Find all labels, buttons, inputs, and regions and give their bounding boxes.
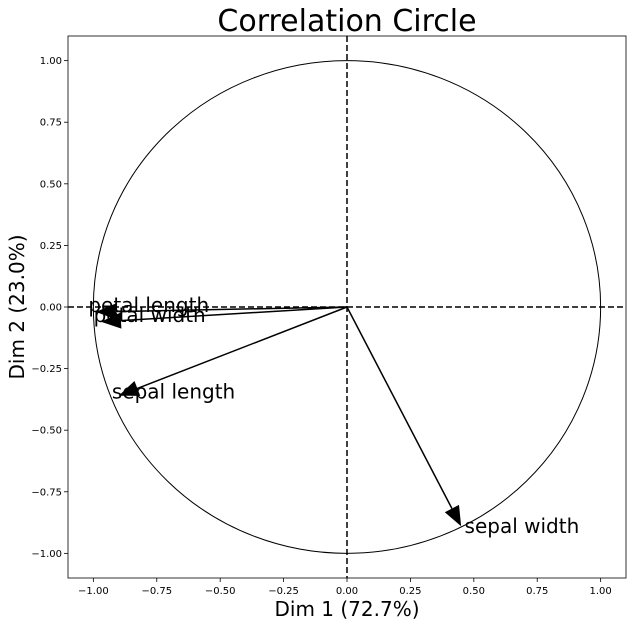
vector-sepal-length-label: sepal length bbox=[112, 379, 235, 403]
x-tick-label: −0.25 bbox=[268, 586, 299, 597]
x-axis-ticks: −1.00 −0.75 −0.50 −0.25 0.00 0.25 0.50 0.75 1.00 bbox=[78, 578, 612, 597]
y-tick-label: 0.25 bbox=[40, 241, 62, 252]
x-tick-label: −0.75 bbox=[141, 586, 172, 597]
vector-petal-length-arrowhead bbox=[95, 303, 117, 320]
vector-petal-width-label: petal width bbox=[94, 303, 206, 327]
vector-petal-length-label: petal length bbox=[88, 293, 209, 317]
y-tick-label: −0.50 bbox=[31, 426, 62, 437]
x-tick-label: 0.75 bbox=[526, 586, 548, 597]
vector-petal-length-shaft bbox=[115, 306, 348, 313]
x-tick-label: 0.25 bbox=[399, 586, 421, 597]
vector-sepal-width-label: sepal width bbox=[465, 514, 580, 538]
x-tick-label: 1.00 bbox=[590, 586, 612, 597]
x-tick-label: 0.00 bbox=[336, 586, 358, 597]
vector-sepal-width-shaft bbox=[346, 306, 453, 509]
y-axis-ticks: −1.00 −0.75 −0.50 −0.25 0.00 0.25 0.50 0.75 1.00 bbox=[31, 56, 68, 560]
y-axis-label: Dim 2 (23.0%) bbox=[5, 234, 29, 379]
y-tick-label: −1.00 bbox=[31, 549, 62, 560]
y-tick-label: 0.75 bbox=[40, 118, 62, 129]
y-tick-label: −0.75 bbox=[31, 487, 62, 498]
vector-sepal-width-arrowhead bbox=[444, 504, 462, 527]
chart-title: Correlation Circle bbox=[217, 4, 476, 39]
y-tick-label: 0.00 bbox=[40, 303, 62, 314]
x-axis-label: Dim 1 (72.7%) bbox=[274, 597, 419, 621]
x-tick-label: −0.50 bbox=[205, 586, 236, 597]
x-tick-label: 0.50 bbox=[463, 586, 485, 597]
vector-sepal-length-arrowhead bbox=[118, 380, 141, 396]
y-tick-label: 1.00 bbox=[40, 56, 62, 67]
vector-sepal-length-shaft bbox=[137, 306, 348, 390]
y-tick-label: 0.50 bbox=[40, 179, 62, 190]
vector-petal-width-shaft bbox=[120, 306, 348, 322]
vector-petal-width-arrowhead bbox=[100, 312, 122, 329]
plot-area: −1.00 −0.75 −0.50 −0.25 0.00 0.25 0.50 0.75 1.00… bbox=[31, 35, 627, 597]
x-tick-label: −1.00 bbox=[78, 586, 109, 597]
y-tick-label: −0.25 bbox=[31, 364, 62, 375]
